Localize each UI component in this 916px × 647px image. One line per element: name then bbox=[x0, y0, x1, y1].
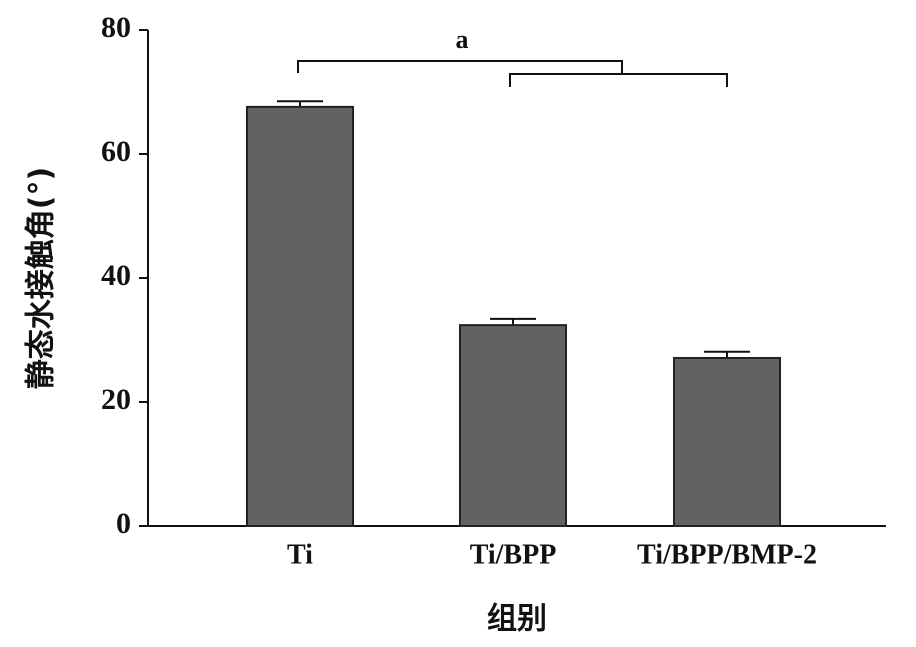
bar bbox=[246, 105, 354, 527]
x-axis-title: 组别 bbox=[487, 602, 547, 637]
x-tick-label: Ti bbox=[287, 539, 313, 570]
bar bbox=[459, 324, 567, 527]
y-tick-label: 0 bbox=[116, 507, 131, 540]
y-tick-label: 60 bbox=[101, 135, 131, 168]
x-tick-label: Ti/BPP/BMP-2 bbox=[637, 539, 817, 570]
y-tick-label: 20 bbox=[101, 383, 131, 416]
significance-label: a bbox=[456, 25, 469, 54]
significance-bracket bbox=[297, 60, 623, 73]
x-tick-label: Ti/BPP bbox=[470, 539, 557, 570]
y-tick-label: 80 bbox=[101, 11, 131, 44]
y-tick-label: 40 bbox=[101, 259, 131, 292]
bar bbox=[673, 356, 781, 528]
significance-bracket bbox=[509, 73, 728, 87]
y-axis-title: 静态水接触角(°) bbox=[24, 167, 59, 389]
